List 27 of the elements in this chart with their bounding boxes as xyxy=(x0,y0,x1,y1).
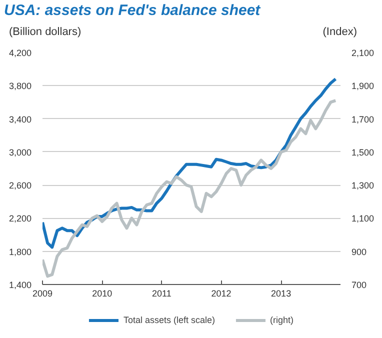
y-axis-title: (Billion dollars) xyxy=(9,25,82,40)
x-tick-label: 2009 xyxy=(32,288,53,298)
y2-tick-label: 2,100 xyxy=(352,48,374,58)
y2-axis-title: (Index) xyxy=(322,25,357,40)
y2-tick-label: 1,700 xyxy=(352,114,374,124)
y-tick-label: 3,000 xyxy=(8,147,32,158)
y-tick-label: 1,800 xyxy=(8,246,32,257)
x-tick-label: 2013 xyxy=(271,288,292,298)
y-tick-label: 1,400 xyxy=(8,280,32,290)
y-tick-label: 2,600 xyxy=(8,180,32,191)
x-tick-label: 2011 xyxy=(152,288,172,298)
legend-label: (right) xyxy=(270,315,294,325)
y2-tick-label: 900 xyxy=(352,246,367,257)
y-tick-label: 3,400 xyxy=(8,114,32,124)
y2-tick-label: 700 xyxy=(352,280,367,290)
x-tick-label: 2010 xyxy=(92,288,112,298)
legend-label: Total assets (left scale) xyxy=(123,315,216,325)
x-tick-label: 2012 xyxy=(211,288,232,298)
y2-tick-label: 1,300 xyxy=(352,180,374,191)
line-series xyxy=(42,99,338,278)
y-tick-label: 4,200 xyxy=(8,48,32,58)
y-tick-label: 3,800 xyxy=(8,81,32,92)
y2-tick-label: 1,100 xyxy=(352,214,374,224)
chart-title: USA: assets on Fed's balance sheet xyxy=(4,1,260,21)
y-tick-label: 2,200 xyxy=(8,214,32,224)
y2-tick-label: 1,900 xyxy=(352,81,374,92)
y2-tick-label: 1,500 xyxy=(352,147,374,158)
